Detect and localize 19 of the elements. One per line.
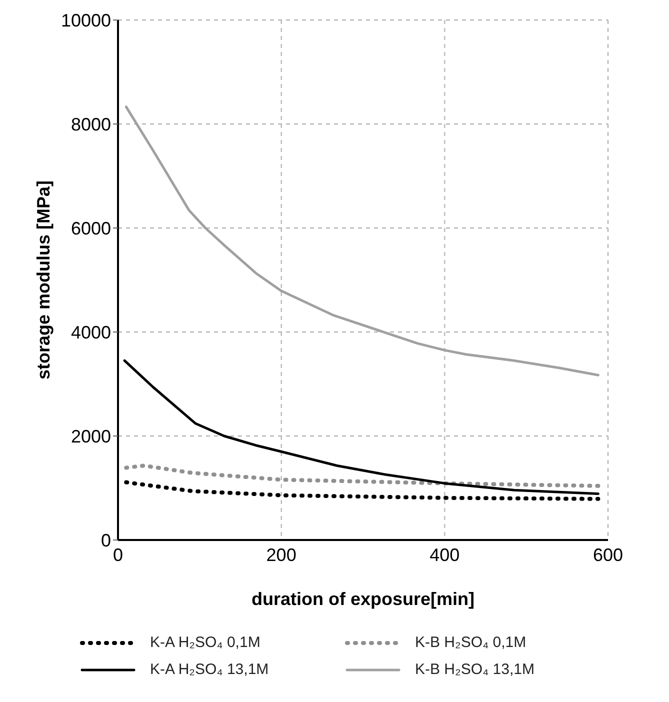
legend-label: K-B H₂SO₄ 13,1M (415, 661, 534, 678)
x-tick-label: 400 (430, 544, 460, 565)
y-tick-label: 6000 (70, 218, 111, 238)
x-tick-label: 200 (266, 544, 296, 565)
y-tick-label: 8000 (70, 114, 111, 134)
legend-label: K-B H₂SO₄ 0,1M (415, 634, 526, 651)
y-tick-label: 4000 (70, 322, 111, 342)
line-series (124, 464, 600, 488)
x-tick-label: 600 (592, 544, 624, 565)
line-series (123, 359, 600, 495)
legend-label: K-A H₂SO₄ 0,1M (150, 634, 260, 651)
legend-label: K-A H₂SO₄ 13,1M (150, 661, 269, 678)
y-tick-label: 2000 (70, 426, 111, 446)
y-axis-title: storage modulus [MPa] (33, 180, 54, 380)
line-series (124, 480, 600, 501)
x-tick-label: 0 (112, 544, 124, 565)
y-tick-label: 0 (100, 530, 111, 550)
y-tick-label: 10000 (60, 10, 111, 30)
x-axis-title: duration of exposure[min] (251, 589, 475, 609)
